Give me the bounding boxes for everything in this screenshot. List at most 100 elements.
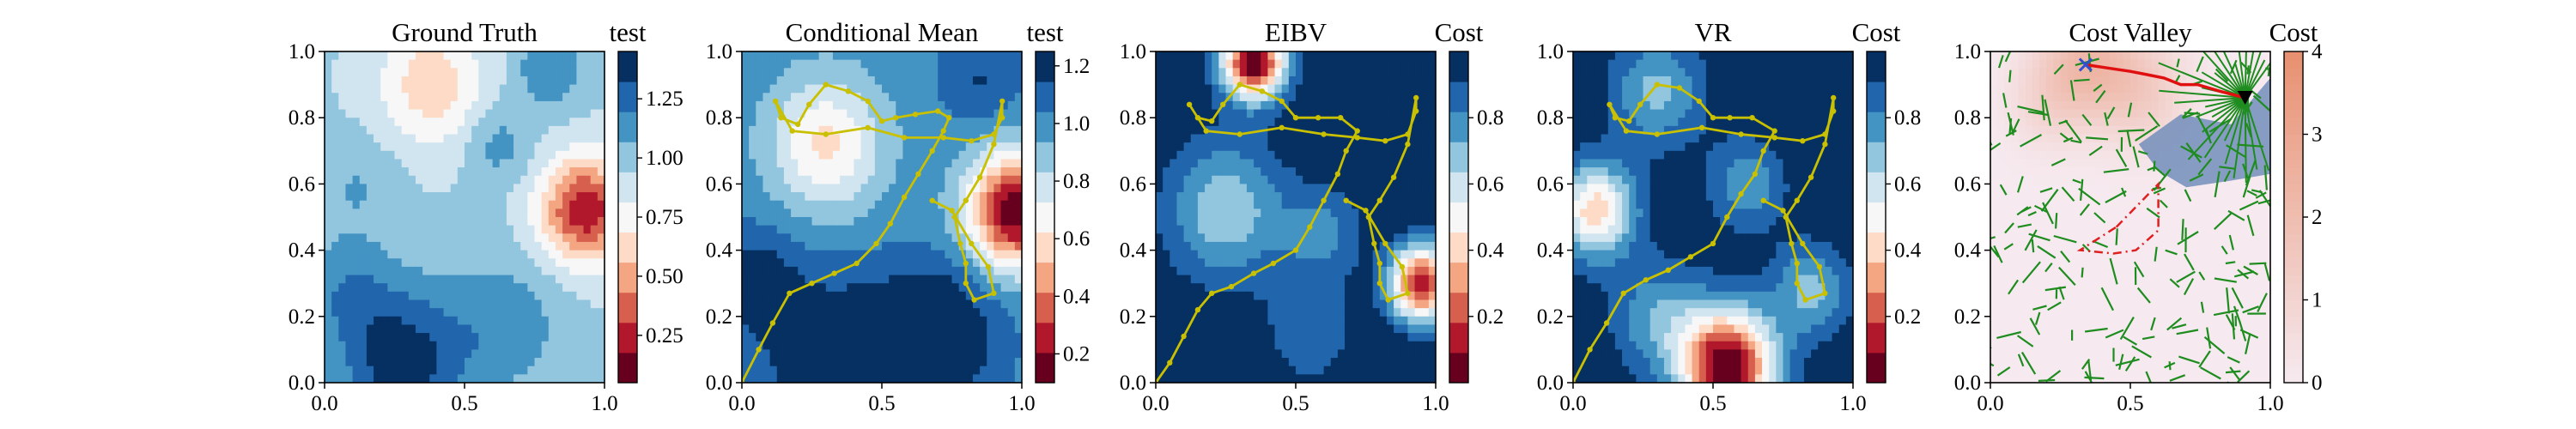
heatmap-cell: [1000, 93, 1009, 102]
heatmap-cell: [1421, 233, 1430, 243]
heatmap-cell: [548, 266, 556, 276]
heatmap-cell: [331, 275, 339, 284]
heatmap-cell: [1386, 93, 1394, 102]
heatmap-cell: [338, 225, 347, 234]
heatmap-cell: [478, 241, 487, 251]
heatmap-cell: [965, 208, 974, 218]
heatmap-cell: [867, 225, 876, 234]
heatmap-cell: [478, 109, 487, 118]
heatmap-cell: [513, 308, 521, 317]
heatmap-cell: [450, 208, 459, 218]
heatmap-cell: [1183, 208, 1192, 218]
heatmap-cell: [980, 68, 987, 77]
heatmap-cell: [832, 283, 841, 293]
heatmap-cell: [359, 316, 368, 326]
heatmap-cell: [742, 150, 750, 160]
heatmap-cell: [882, 217, 890, 227]
heatmap-cell: [555, 118, 563, 127]
trajectory-point: [887, 221, 894, 227]
heatmap-cell: [338, 134, 347, 143]
heatmap-cell: [1428, 374, 1436, 383]
heatmap-cell: [415, 100, 423, 111]
heatmap-cell: [331, 349, 339, 359]
heatmap-cell: [1316, 184, 1325, 193]
heatmap-cell: [798, 109, 805, 118]
heatmap-cell: [1303, 283, 1310, 293]
heatmap-cell: [860, 184, 869, 193]
heatmap-cell: [548, 299, 556, 309]
heatmap-cell: [1239, 366, 1248, 375]
heatmap-cell: [485, 275, 494, 284]
heatmap-cell: [882, 366, 890, 375]
heatmap-cell: [798, 184, 805, 193]
heatmap-cell: [1323, 192, 1332, 202]
heatmap-cell: [1303, 333, 1310, 342]
heatmap-cell: [1400, 250, 1408, 259]
heatmap-cell: [436, 275, 445, 284]
heatmap-cell: [1212, 192, 1219, 202]
heatmap-cell: [1197, 283, 1206, 293]
trajectory: [742, 82, 1005, 383]
heatmap-cell: [987, 109, 994, 118]
heatmap-cell: [945, 51, 953, 61]
heatmap-cell: [1183, 184, 1192, 193]
heatmap-cell: [485, 250, 494, 259]
heatmap-cell: [359, 241, 368, 251]
heatmap-cell: [471, 118, 479, 127]
heatmap-cell: [1212, 208, 1219, 218]
heatmap-cell: [882, 159, 890, 168]
heatmap-cell: [443, 358, 452, 367]
heatmap-cell: [762, 217, 771, 227]
heatmap-cell: [1274, 93, 1283, 102]
heatmap-cell: [352, 358, 361, 367]
heatmap-cell: [805, 349, 813, 359]
heatmap-cell: [938, 258, 945, 268]
heatmap-cell: [791, 283, 799, 293]
heatmap-cell: [1183, 175, 1192, 184]
heatmap-cell: [756, 208, 764, 218]
heatmap-cell: [867, 250, 876, 259]
heatmap-cell: [1218, 308, 1227, 317]
heatmap-cell: [965, 266, 974, 276]
heatmap-cell: [1296, 299, 1303, 309]
heatmap-cell: [394, 167, 403, 177]
heatmap-cell: [1239, 217, 1248, 227]
heatmap-cell: [569, 217, 577, 227]
heatmap-cell: [909, 159, 918, 168]
heatmap-cell: [401, 59, 410, 69]
heatmap-cell: [457, 167, 465, 177]
heatmap-cell: [909, 93, 918, 102]
heatmap-cell: [1183, 93, 1192, 102]
heatmap-cell: [1288, 275, 1297, 284]
heatmap-cell: [1323, 291, 1332, 301]
heatmap-cell: [1176, 100, 1185, 111]
heatmap-cell: [583, 100, 592, 111]
heatmap-cell: [938, 250, 945, 259]
heatmap-cell: [345, 59, 354, 69]
heatmap-cell: [1212, 333, 1219, 342]
heatmap-cell: [569, 374, 577, 383]
heatmap-cell: [325, 167, 332, 177]
heatmap-cell: [1352, 208, 1359, 218]
heatmap-cell: [331, 100, 339, 111]
heatmap-cell: [847, 59, 854, 69]
trajectory-point: [1343, 148, 1349, 154]
heatmap-cell: [345, 134, 354, 143]
heatmap-cell: [345, 358, 354, 367]
heatmap-cell: [527, 341, 536, 350]
heatmap-cell: [854, 192, 862, 202]
heatmap-cell: [534, 184, 543, 193]
heatmap-cell: [345, 341, 354, 350]
heatmap-cell: [896, 100, 904, 111]
heatmap-cell: [1303, 324, 1310, 334]
heatmap-cell: [791, 299, 799, 309]
heatmap-cell: [951, 283, 960, 293]
heatmap-cell: [478, 349, 487, 359]
heatmap-cell: [811, 241, 820, 251]
heatmap-cell: [597, 374, 605, 383]
heatmap-cell: [429, 241, 437, 251]
heatmap-cell: [1254, 349, 1261, 359]
heatmap-cell: [776, 349, 785, 359]
heatmap-cell: [1218, 200, 1227, 209]
heatmap-cell: [1414, 84, 1423, 94]
